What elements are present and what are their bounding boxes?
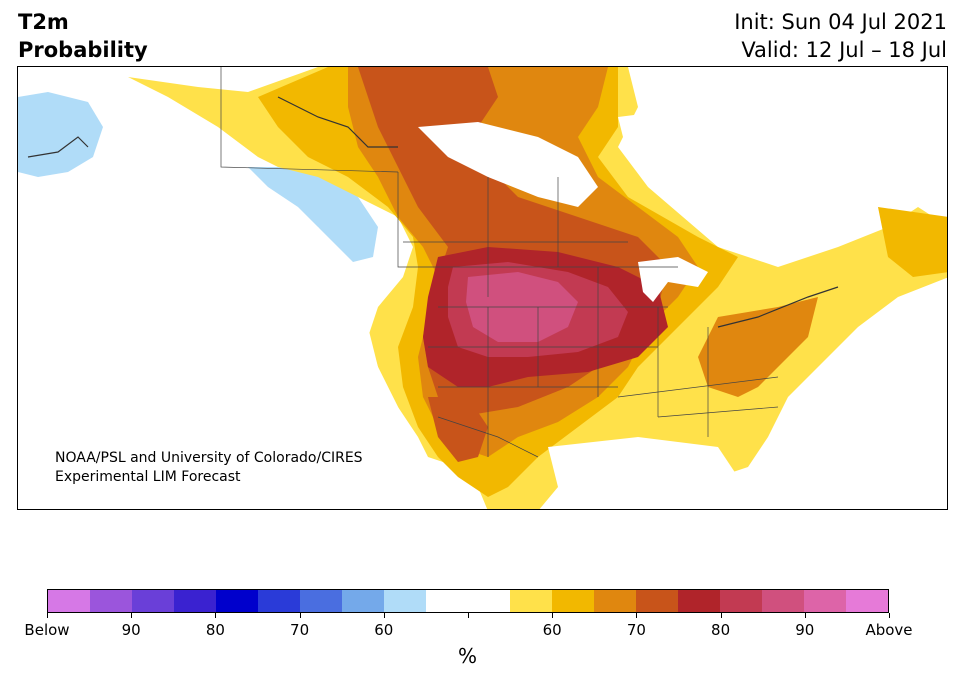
colorbar-label: 70 <box>290 621 310 639</box>
map-canvas <box>18 67 947 509</box>
colorbar-cell <box>426 590 468 612</box>
below-60-region-alaska <box>18 92 103 177</box>
title-type: Probability <box>18 38 148 62</box>
colorbar-tick <box>215 613 217 618</box>
colorbar-label: 70 <box>626 621 646 639</box>
colorbar-labels: Below 90 80 70 60 60 70 80 90 Above <box>0 621 959 641</box>
colorbar-cell <box>510 590 552 612</box>
colorbar-cell <box>762 590 804 612</box>
colorbar-label: 80 <box>205 621 225 639</box>
pacific-ocean <box>18 207 467 509</box>
colorbar-tick <box>383 613 385 618</box>
prob-70-region-east <box>698 297 818 397</box>
colorbar-tick <box>720 613 722 618</box>
colorbar-label: Above <box>865 621 913 639</box>
colorbar-cell <box>90 590 132 612</box>
colorbar-label: 90 <box>121 621 141 639</box>
great-lakes <box>638 257 708 302</box>
colorbar-unit: % <box>457 644 477 668</box>
political-borders <box>220 67 779 458</box>
prob-75-region-sw <box>428 397 488 462</box>
colorbar-cell <box>174 590 216 612</box>
forecast-dates: Init: Sun 04 Jul 2021 Valid: 12 Jul – 18… <box>734 8 947 64</box>
colorbar-cell <box>216 590 258 612</box>
colorbar-cell <box>468 590 510 612</box>
attribution-text: NOAA/PSL and University of Colorado/CIRE… <box>55 449 363 487</box>
colorbar-tick <box>636 613 638 618</box>
colorbar-cell <box>552 590 594 612</box>
quebec-labrador <box>618 97 858 257</box>
colorbar-cell <box>258 590 300 612</box>
coastlines <box>27 96 839 328</box>
colorbar-tick <box>468 613 469 618</box>
colorbar-cell <box>342 590 384 612</box>
hudson-bay <box>418 122 598 207</box>
colorbar-cell <box>132 590 174 612</box>
colorbar <box>47 589 889 613</box>
colorbar-cell <box>804 590 846 612</box>
colorbar-label: 80 <box>711 621 731 639</box>
colorbar-cell <box>48 590 90 612</box>
colorbar-cell <box>720 590 762 612</box>
colorbar-label: 90 <box>795 621 815 639</box>
colorbar-tick <box>47 613 48 618</box>
colorbar-tick <box>889 613 890 618</box>
attribution-line-2: Experimental LIM Forecast <box>55 469 241 485</box>
colorbar-tick <box>131 613 133 618</box>
colorbar-tick <box>804 613 806 618</box>
prob-65-region-east <box>878 207 947 277</box>
colorbar-tick <box>552 613 554 618</box>
init-date: Init: Sun 04 Jul 2021 <box>734 10 947 34</box>
colorbar-cell <box>384 590 426 612</box>
colorbar-cell <box>300 590 342 612</box>
probability-map <box>17 66 948 510</box>
atlantic-ocean <box>738 288 947 509</box>
map-title: T2m Probability <box>18 8 148 64</box>
valid-period: Valid: 12 Jul – 18 Jul <box>741 38 947 62</box>
colorbar-cell <box>636 590 678 612</box>
title-variable: T2m <box>18 10 69 34</box>
colorbar-label: 60 <box>542 621 562 639</box>
colorbar-label: Below <box>24 621 70 639</box>
colorbar-label: 60 <box>374 621 394 639</box>
gulf-of-mexico <box>548 437 738 509</box>
colorbar-tick <box>299 613 301 618</box>
attribution-line-1: NOAA/PSL and University of Colorado/CIRE… <box>55 450 363 466</box>
below-60-region-bc <box>248 167 378 262</box>
colorbar-cell <box>846 590 888 612</box>
colorbar-cell <box>678 590 720 612</box>
colorbar-cell <box>594 590 636 612</box>
